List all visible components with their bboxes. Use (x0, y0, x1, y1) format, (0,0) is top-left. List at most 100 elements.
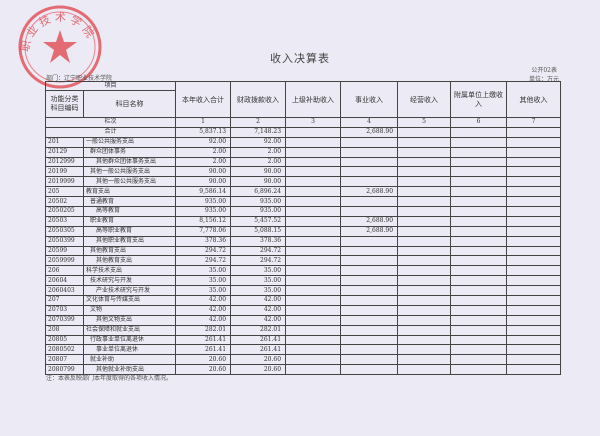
row-value (450, 156, 508, 168)
row-value (506, 166, 562, 178)
row-value: 42.00 (230, 314, 287, 326)
row-value (340, 136, 399, 148)
row-value: 2.00 (175, 146, 232, 158)
row-value (397, 344, 452, 356)
row-name: 职业教育 (82, 215, 177, 227)
table-row: 2060403 产业技术研究与开发 35.00 35.00 (45, 285, 562, 297)
form-number: 公开02表 (531, 67, 557, 74)
table-row: 20503 职业教育 8,156.12 5,457.52 2,688.90 (45, 215, 562, 227)
row-value (397, 136, 452, 148)
row-value (506, 295, 562, 306)
total-value: 5,837.13 (175, 126, 232, 138)
total-label: 合计 (44, 126, 177, 138)
row-value (450, 324, 508, 336)
row-value (450, 304, 508, 316)
row-value: 2.00 (230, 156, 287, 168)
row-code: 20502 (45, 196, 84, 208)
row-value: 20.60 (230, 354, 287, 366)
row-value: 378.36 (175, 235, 232, 247)
row-name: 其他文物支出 (82, 314, 177, 326)
row-value: 935.00 (230, 206, 287, 217)
row-value: 90.00 (230, 166, 287, 178)
row-value (285, 166, 342, 178)
row-value (397, 176, 452, 188)
row-value (506, 225, 562, 237)
row-value: 42.00 (175, 314, 232, 326)
row-value (450, 275, 508, 287)
row-name: 其他职业教育支出 (82, 235, 177, 247)
row-value (340, 364, 399, 376)
row-value (397, 275, 452, 287)
table-row: 2080799 其他就业补助支出 20.60 20.60 (45, 364, 562, 376)
row-name: 普通教育 (82, 196, 177, 208)
table-row: 20129 群众团体事务 2.00 2.00 (45, 146, 562, 158)
row-value (450, 334, 508, 346)
header-col-4: 事业收入 (340, 81, 399, 118)
row-name: 就业补助 (82, 354, 177, 366)
row-value (450, 215, 508, 227)
row-value (340, 324, 399, 336)
column-index: 5 (397, 117, 452, 128)
row-value (397, 265, 452, 277)
row-code: 20805 (45, 334, 84, 346)
row-value (340, 265, 399, 277)
row-name: 其他教育支出 (82, 245, 177, 257)
row-value (450, 146, 508, 158)
row-value: 42.00 (175, 295, 232, 306)
row-value: 42.00 (230, 295, 287, 306)
row-value: 282.01 (175, 324, 232, 336)
row-value (506, 354, 562, 366)
row-value (340, 166, 399, 178)
row-value (450, 354, 508, 366)
row-name: 高等职业教育 (82, 225, 177, 237)
table-row: 2050399 其他职业教育支出 378.36 378.36 (45, 235, 562, 247)
row-value: 35.00 (230, 275, 287, 287)
header-name: 科目名称 (82, 90, 177, 118)
row-value (285, 196, 342, 208)
row-value (506, 265, 562, 277)
row-code: 2060403 (45, 285, 84, 297)
row-value (340, 344, 399, 356)
row-value (285, 354, 342, 366)
row-value (450, 255, 508, 267)
row-name: 文物 (82, 304, 177, 316)
row-value: 2,688.90 (340, 215, 399, 227)
row-value (340, 176, 399, 188)
row-code: 20129 (45, 146, 84, 158)
row-value (506, 285, 562, 297)
row-value (506, 275, 562, 287)
row-value (397, 285, 452, 297)
table-row: 2012999 其他群众团体事务支出 2.00 2.00 (45, 156, 562, 168)
row-value (397, 166, 452, 178)
row-value (340, 334, 399, 346)
row-code: 2059999 (45, 255, 84, 267)
row-value (285, 285, 342, 297)
row-value (506, 314, 562, 326)
row-value (397, 156, 452, 168)
total-row: 合计 5,837.13 7,148.23 2,688.90 (44, 126, 562, 138)
page-title: 收入决算表 (270, 52, 330, 65)
table-row: 208 社会保障和就业支出 282.01 282.01 (45, 324, 562, 336)
row-value (340, 206, 399, 217)
table-row: 20703 文物 42.00 42.00 (45, 304, 562, 316)
row-value (506, 215, 562, 227)
row-value (285, 265, 342, 277)
row-value (506, 245, 562, 257)
row-value (285, 334, 342, 346)
row-value (285, 364, 342, 376)
row-value (506, 136, 562, 148)
row-value (506, 156, 562, 168)
row-value (506, 344, 562, 356)
row-value (285, 235, 342, 247)
row-value (450, 235, 508, 247)
footnote: 注：本表反映部门本年度取得的各项收入情况。 (46, 375, 173, 382)
column-index: 2 (230, 117, 287, 128)
table-row: 20199 其他一般公共服务支出 90.00 90.00 (45, 166, 562, 178)
row-value (506, 364, 562, 376)
row-name: 社会保障和就业支出 (82, 324, 177, 336)
row-value: 378.36 (230, 235, 287, 247)
row-code: 2012999 (45, 156, 84, 168)
row-value (397, 364, 452, 376)
row-value: 35.00 (175, 275, 232, 287)
row-value (397, 324, 452, 336)
